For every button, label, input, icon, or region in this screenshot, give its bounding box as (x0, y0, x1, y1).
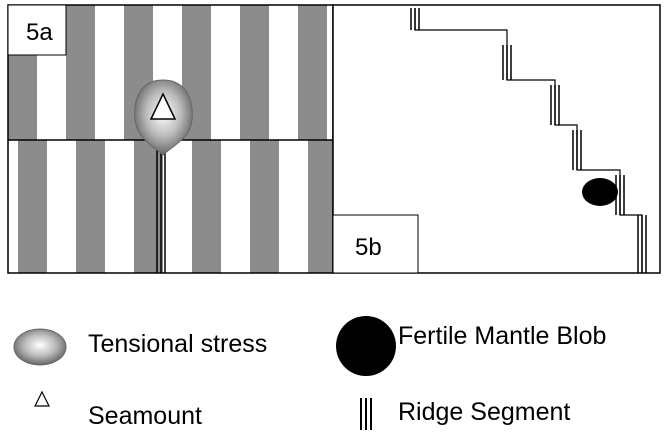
stripe (18, 140, 47, 273)
label-box (332, 214, 419, 274)
legend-blob-icon (336, 316, 396, 376)
legend-label: Fertile Mantle Blob (398, 322, 606, 350)
legend-tensional-icon (13, 328, 67, 366)
stripe (308, 140, 333, 273)
legend-label: Tensional stress (88, 330, 267, 358)
stripe (8, 140, 18, 273)
ridge (156, 140, 166, 273)
stripe (192, 140, 221, 273)
stripe (66, 5, 95, 140)
stripe (240, 5, 269, 140)
legend-seamount-icon (34, 390, 50, 407)
stripes (8, 5, 333, 273)
legend-ridge-icon (360, 398, 372, 430)
mantle-blob (582, 178, 618, 206)
legend-label: Ridge Segment (398, 398, 570, 426)
legend-label: Seamount (88, 402, 202, 430)
ridge-segments (410, 8, 647, 273)
label-box (7, 4, 67, 56)
stripe (134, 140, 163, 273)
stripe (250, 140, 279, 273)
panel-label: 5a (26, 19, 53, 46)
panel-label: 5b (355, 234, 382, 261)
stripe (76, 140, 105, 273)
seamount (149, 92, 177, 120)
stripe (298, 5, 327, 140)
